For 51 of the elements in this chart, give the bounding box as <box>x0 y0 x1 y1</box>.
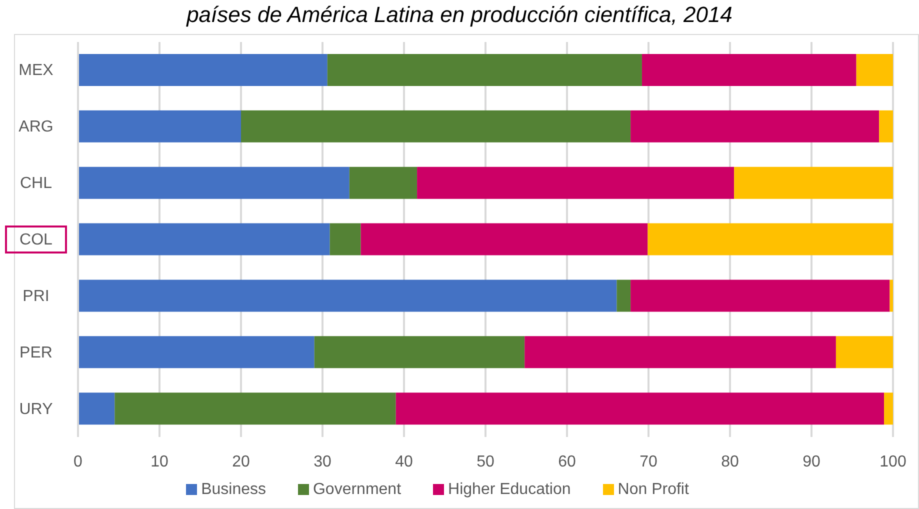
bar <box>78 223 330 256</box>
x-tick-label: 80 <box>721 453 739 470</box>
x-tick-label: 0 <box>74 453 83 470</box>
bar <box>114 392 396 425</box>
bar <box>630 280 890 312</box>
x-tick-label: 10 <box>150 453 168 470</box>
y-tick-label: MEX <box>18 62 54 80</box>
x-tick-label: 100 <box>880 453 906 470</box>
bar <box>330 223 361 256</box>
legend-label: Business <box>201 481 266 498</box>
x-tick-label: 50 <box>476 453 494 470</box>
y-tick-label: URY <box>19 400 54 418</box>
bar <box>78 110 241 142</box>
bar <box>630 110 880 142</box>
bar <box>78 54 328 86</box>
bar <box>417 166 734 199</box>
bar <box>314 336 525 368</box>
x-tick-label: 90 <box>802 453 820 470</box>
bar <box>836 336 893 368</box>
bar <box>642 54 856 86</box>
x-tick-label: 40 <box>395 453 413 470</box>
bar <box>879 110 893 142</box>
bar <box>648 223 893 256</box>
bar <box>396 392 884 425</box>
bar <box>241 110 631 142</box>
y-tick-label: COL <box>20 232 53 248</box>
legend-label: Non Profit <box>618 481 689 498</box>
x-tick-label: 70 <box>640 453 658 470</box>
bar <box>890 280 893 312</box>
bar <box>78 280 617 312</box>
y-tick-label: ARG <box>18 118 54 136</box>
bar <box>349 166 418 199</box>
x-tick-label: 60 <box>558 453 576 470</box>
bar <box>524 336 836 368</box>
legend-label: Higher Education <box>448 481 571 498</box>
y-tick-label: PRI <box>22 288 50 305</box>
bar <box>78 336 314 368</box>
bar <box>78 166 350 199</box>
legend-label: Government <box>312 481 402 498</box>
bar <box>616 280 631 312</box>
bar <box>734 166 893 199</box>
y-tick-label: PER <box>20 344 52 362</box>
x-tick-label: 30 <box>314 453 332 470</box>
bar <box>78 392 115 425</box>
chart-title: países de América Latina en producción científica, 2014 <box>185 2 734 28</box>
bar <box>360 223 648 256</box>
bar <box>327 54 642 86</box>
bar <box>856 54 893 86</box>
y-tick-label: CHL <box>20 175 52 192</box>
x-tick-label: 20 <box>232 453 250 470</box>
bar <box>884 392 893 425</box>
